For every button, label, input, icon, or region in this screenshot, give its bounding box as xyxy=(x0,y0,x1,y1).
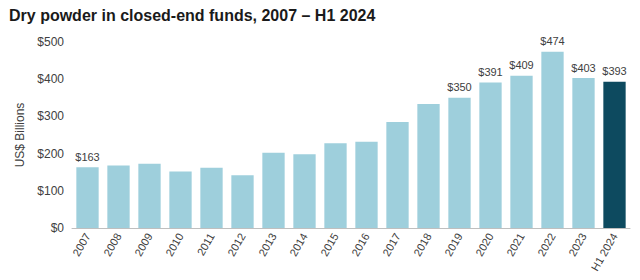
svg-text:2011: 2011 xyxy=(194,231,216,257)
svg-text:2021: 2021 xyxy=(504,231,527,258)
svg-text:$400: $400 xyxy=(37,72,64,86)
svg-text:2017: 2017 xyxy=(380,231,403,258)
svg-text:$409: $409 xyxy=(509,59,533,71)
svg-text:$300: $300 xyxy=(37,109,64,123)
svg-text:$350: $350 xyxy=(447,81,471,93)
svg-text:2023: 2023 xyxy=(566,231,589,258)
svg-text:2014: 2014 xyxy=(287,231,310,258)
svg-text:2022: 2022 xyxy=(535,231,558,258)
svg-text:$391: $391 xyxy=(478,66,502,78)
svg-text:2012: 2012 xyxy=(225,231,248,258)
svg-text:2009: 2009 xyxy=(132,231,155,258)
svg-text:$100: $100 xyxy=(37,184,64,198)
svg-text:$474: $474 xyxy=(540,35,564,47)
svg-text:2008: 2008 xyxy=(101,231,124,258)
svg-text:$200: $200 xyxy=(37,147,64,161)
svg-text:US$ Billions: US$ Billions xyxy=(13,103,27,168)
svg-text:$500: $500 xyxy=(37,35,64,49)
svg-text:$163: $163 xyxy=(75,151,99,163)
svg-text:2020: 2020 xyxy=(473,231,496,258)
svg-text:2019: 2019 xyxy=(442,231,465,258)
svg-text:$0: $0 xyxy=(51,221,65,235)
svg-text:Dry powder in closed-end funds: Dry powder in closed-end funds, 2007 – H… xyxy=(9,7,375,24)
svg-text:$403: $403 xyxy=(571,62,595,74)
svg-text:2016: 2016 xyxy=(349,231,372,258)
svg-text:$393: $393 xyxy=(602,65,626,77)
svg-text:2013: 2013 xyxy=(256,231,279,258)
svg-text:H1 2024: H1 2024 xyxy=(589,231,620,273)
svg-text:2018: 2018 xyxy=(411,231,434,258)
svg-text:2015: 2015 xyxy=(318,231,341,258)
svg-text:2010: 2010 xyxy=(163,231,186,258)
svg-text:2007: 2007 xyxy=(70,231,93,258)
